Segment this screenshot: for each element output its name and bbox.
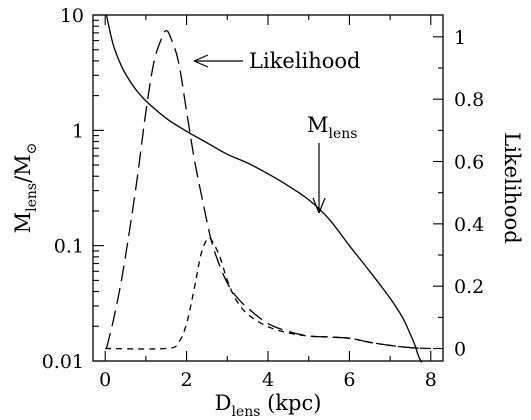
likelihood-arrow-head-icon: [193, 54, 209, 68]
likelihood-annotation: Likelihood: [193, 49, 361, 73]
x-tick-label: 4: [262, 369, 274, 391]
y-left-axis-title: Mlens/M⊙: [11, 143, 40, 234]
y-left-tick-label: 1: [72, 120, 84, 142]
x-tick-label: 8: [425, 369, 437, 391]
tick-labels-group: 0 2 4 6 8 0.01 0.1 1 10 0 0.2 0.4 0.6 0.8 1: [42, 5, 485, 391]
mlens-curve: [105, 14, 423, 363]
y-right-tick-label: 1: [454, 27, 466, 49]
y-left-tick-label: 0.1: [54, 236, 84, 258]
y-right-tick-label: 0.6: [454, 152, 484, 174]
ticks-group: [93, 14, 443, 362]
y-right-tick-label: 0.2: [454, 276, 484, 298]
y-right-tick-label: 0.8: [454, 89, 484, 111]
likelihood-annotation-label: Likelihood: [249, 49, 361, 73]
mlens-annotation: Mlens: [307, 113, 357, 214]
y-right-tick-label: 0: [454, 339, 466, 361]
x-tick-label: 6: [343, 369, 355, 391]
y-right-tick-label: 0.4: [454, 214, 484, 236]
x-tick-label: 0: [99, 369, 111, 391]
y-left-tick-label: 0.01: [42, 351, 84, 373]
likelihood-curve-long-dash: [105, 29, 431, 350]
likelihood-curve-short-dash: [105, 236, 431, 350]
x-tick-label: 2: [181, 369, 193, 391]
series-group: [105, 14, 431, 363]
y-left-tick-label: 10: [60, 5, 84, 27]
y-right-axis-title: Likelihood: [500, 132, 524, 244]
x-axis-title: Dlens (kpc): [215, 391, 322, 420]
mlens-arrow-head-icon: [312, 197, 326, 214]
mlens-annotation-label: Mlens: [307, 113, 357, 142]
